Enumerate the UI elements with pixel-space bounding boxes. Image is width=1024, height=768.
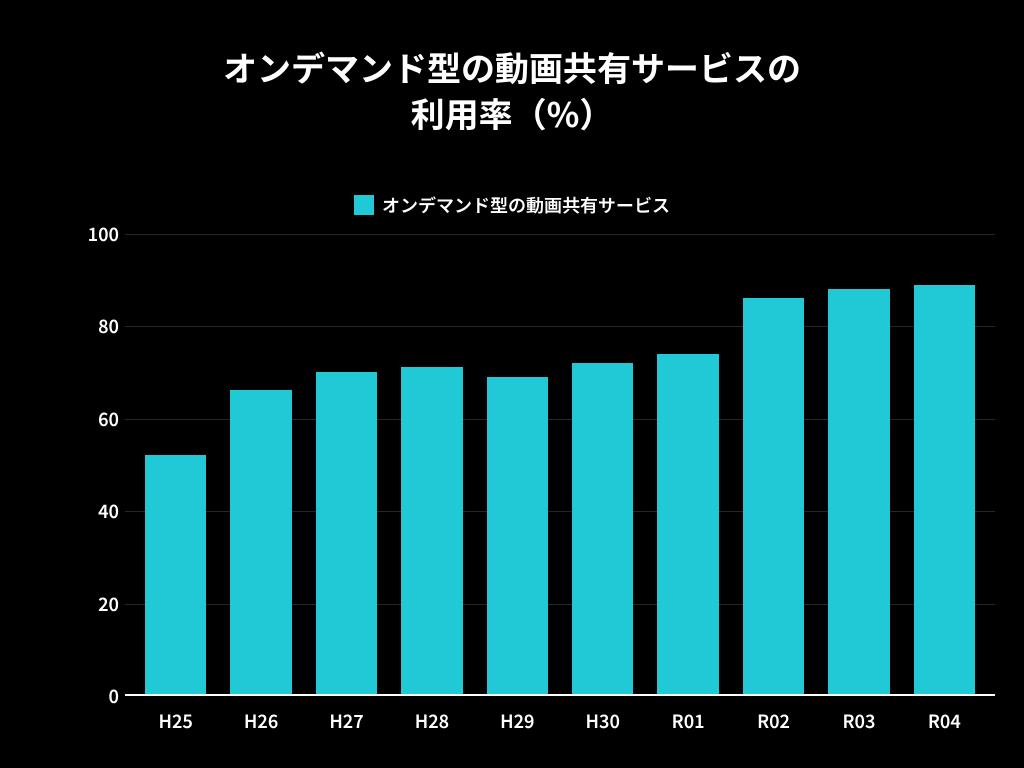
- x-label: H28: [389, 700, 474, 734]
- x-label: R04: [902, 700, 987, 734]
- x-label: R03: [816, 700, 901, 734]
- chart-container: オンデマンド型の動画共有サービスの 利用率（%） オンデマンド型の動画共有サービ…: [0, 0, 1024, 768]
- bar: [572, 363, 633, 694]
- chart-legend: オンデマンド型の動画共有サービス: [0, 192, 1024, 218]
- x-label: R02: [731, 700, 816, 734]
- y-tick: 0: [85, 683, 119, 709]
- bars-group: [125, 234, 995, 694]
- legend-label: オンデマンド型の動画共有サービス: [382, 192, 670, 218]
- x-axis-labels: H25H26H27H28H29H30R01R02R03R04: [125, 700, 995, 734]
- x-label: H29: [475, 700, 560, 734]
- y-tick: 40: [85, 498, 119, 524]
- bar: [145, 455, 206, 694]
- chart-area: H25H26H27H28H29H30R01R02R03R04 0 20 40 60 80…: [85, 234, 995, 734]
- bar: [316, 372, 377, 694]
- bar: [657, 354, 718, 694]
- bar: [230, 390, 291, 694]
- bar: [828, 289, 889, 694]
- x-label: H25: [133, 700, 218, 734]
- y-tick: 100: [85, 221, 119, 247]
- chart-title-line1: オンデマンド型の動画共有サービスの: [0, 44, 1024, 90]
- bar-slot: [902, 234, 987, 694]
- bar: [487, 377, 548, 694]
- bar-slot: [304, 234, 389, 694]
- chart-title-line2: 利用率（%）: [0, 90, 1024, 136]
- bar-slot: [389, 234, 474, 694]
- x-label: R01: [645, 700, 730, 734]
- bar: [914, 285, 975, 694]
- bar-slot: [816, 234, 901, 694]
- x-label: H26: [218, 700, 303, 734]
- legend-swatch: [354, 195, 374, 215]
- bar: [401, 367, 462, 694]
- bar-slot: [218, 234, 303, 694]
- bar-slot: [645, 234, 730, 694]
- chart-title: オンデマンド型の動画共有サービスの 利用率（%）: [0, 44, 1024, 136]
- bar-slot: [475, 234, 560, 694]
- x-label: H27: [304, 700, 389, 734]
- y-tick: 80: [85, 313, 119, 339]
- bar-slot: [133, 234, 218, 694]
- bar-slot: [731, 234, 816, 694]
- plot-area: [125, 234, 995, 696]
- bar: [743, 298, 804, 694]
- y-tick: 60: [85, 406, 119, 432]
- x-label: H30: [560, 700, 645, 734]
- bar-slot: [560, 234, 645, 694]
- y-tick: 20: [85, 591, 119, 617]
